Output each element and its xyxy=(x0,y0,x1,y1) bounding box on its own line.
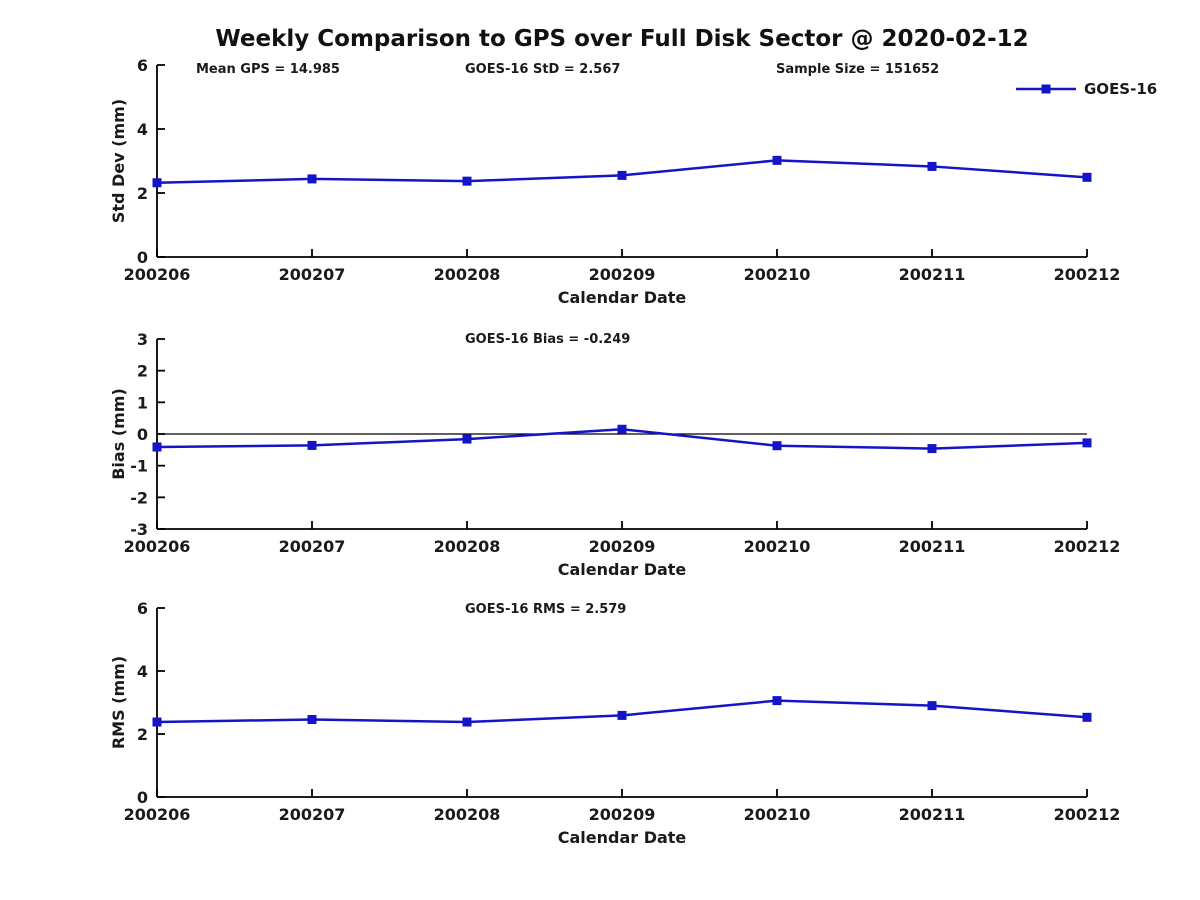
annotation-text: GOES-16 StD = 2.567 xyxy=(465,62,620,77)
data-point-marker xyxy=(462,434,472,444)
y-tick-label: 2 xyxy=(137,725,148,744)
data-point-marker xyxy=(462,176,472,186)
y-axis-label: Bias (mm) xyxy=(109,388,128,480)
y-tick-label: 3 xyxy=(137,330,148,349)
y-tick-label: 4 xyxy=(137,120,148,139)
x-tick-label: 200209 xyxy=(589,265,656,284)
x-tick-label: 200211 xyxy=(899,805,966,824)
y-tick-label: 0 xyxy=(137,788,148,807)
x-tick-label: 200210 xyxy=(744,537,811,556)
y-axis-label: Std Dev (mm) xyxy=(109,99,128,223)
x-tick-label: 200210 xyxy=(744,805,811,824)
x-axis-label: Calendar Date xyxy=(558,288,687,307)
legend-label: GOES-16 xyxy=(1084,80,1157,98)
data-point-marker xyxy=(462,717,472,727)
y-tick-label: 2 xyxy=(137,184,148,203)
chart-stddev: 0 2 4 6 200206 200207 200208 200209 200210 200211… xyxy=(109,56,1157,307)
data-point-marker xyxy=(1082,172,1092,182)
x-tick-label: 200212 xyxy=(1054,537,1121,556)
x-tick-label: 200206 xyxy=(124,265,191,284)
data-point-marker xyxy=(617,710,627,720)
data-point-marker xyxy=(1082,438,1092,448)
chart-rms: 0 2 4 6 200206 200207 200208 200209 200210 200211… xyxy=(109,599,1121,847)
y-tick-label: -3 xyxy=(130,520,148,539)
x-tick-label: 200212 xyxy=(1054,265,1121,284)
annotation-text: GOES-16 RMS = 2.579 xyxy=(465,602,626,617)
y-axis-label: RMS (mm) xyxy=(109,656,128,749)
y-tick-label: 0 xyxy=(137,425,148,444)
x-tick-label: 200211 xyxy=(899,265,966,284)
x-tick-label: 200208 xyxy=(434,537,501,556)
y-tick-label: 6 xyxy=(137,599,148,618)
x-tick-label: 200207 xyxy=(279,537,346,556)
data-point-marker xyxy=(617,424,627,434)
x-tick-label: 200207 xyxy=(279,805,346,824)
data-point-marker xyxy=(307,174,317,184)
x-axis-label: Calendar Date xyxy=(558,828,687,847)
legend-marker xyxy=(1041,84,1051,94)
x-tick-label: 200212 xyxy=(1054,805,1121,824)
figure-title: Weekly Comparison to GPS over Full Disk … xyxy=(215,26,1029,52)
data-point-marker xyxy=(617,170,627,180)
x-tick-label: 200208 xyxy=(434,805,501,824)
legend: GOES-16 xyxy=(1016,80,1157,98)
data-point-marker xyxy=(927,701,937,711)
x-tick-label: 200209 xyxy=(589,805,656,824)
data-point-marker xyxy=(1082,712,1092,722)
data-point-marker xyxy=(307,440,317,450)
annotation-text: Mean GPS = 14.985 xyxy=(196,62,340,77)
y-tick-label: 0 xyxy=(137,248,148,267)
x-axis-label: Calendar Date xyxy=(558,560,687,579)
data-point-marker xyxy=(307,715,317,725)
x-tick-label: 200206 xyxy=(124,537,191,556)
data-point-marker xyxy=(772,155,782,165)
data-point-marker xyxy=(772,696,782,706)
y-tick-label: 2 xyxy=(137,362,148,381)
x-tick-label: 200211 xyxy=(899,537,966,556)
data-point-marker xyxy=(772,441,782,451)
x-tick-label: 200206 xyxy=(124,805,191,824)
y-tick-label: -1 xyxy=(130,457,148,476)
data-point-marker xyxy=(927,444,937,454)
y-tick-label: 1 xyxy=(137,393,148,412)
data-point-marker xyxy=(152,442,162,452)
data-point-marker xyxy=(152,717,162,727)
annotation-text: GOES-16 Bias = -0.249 xyxy=(465,332,630,347)
y-tick-label: 6 xyxy=(137,56,148,75)
x-tick-label: 200208 xyxy=(434,265,501,284)
x-tick-label: 200209 xyxy=(589,537,656,556)
x-tick-label: 200207 xyxy=(279,265,346,284)
annotation-text: Sample Size = 151652 xyxy=(776,62,939,77)
y-tick-label: 4 xyxy=(137,662,148,681)
y-tick-label: -2 xyxy=(130,488,148,507)
x-tick-label: 200210 xyxy=(744,265,811,284)
data-point-marker xyxy=(152,178,162,188)
data-point-marker xyxy=(927,161,937,171)
